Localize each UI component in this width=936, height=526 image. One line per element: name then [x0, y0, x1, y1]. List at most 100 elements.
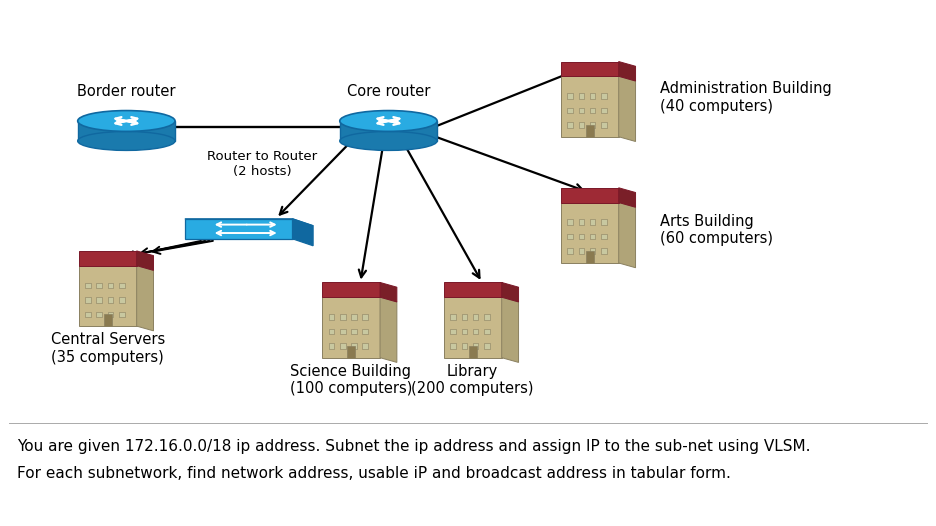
Polygon shape [104, 314, 111, 326]
Polygon shape [351, 329, 357, 334]
Polygon shape [561, 203, 619, 263]
Polygon shape [78, 121, 175, 141]
Polygon shape [340, 121, 437, 141]
Polygon shape [601, 248, 607, 254]
Polygon shape [185, 219, 293, 239]
Polygon shape [578, 234, 584, 239]
Polygon shape [329, 329, 334, 334]
Polygon shape [119, 297, 124, 302]
Polygon shape [85, 311, 91, 317]
Polygon shape [362, 329, 368, 334]
Polygon shape [461, 343, 467, 349]
Polygon shape [590, 93, 595, 99]
Polygon shape [586, 125, 593, 137]
Polygon shape [450, 343, 456, 349]
Polygon shape [619, 62, 636, 81]
Polygon shape [561, 188, 619, 203]
Ellipse shape [78, 132, 175, 150]
Polygon shape [444, 297, 502, 358]
Polygon shape [578, 248, 584, 254]
Polygon shape [461, 329, 467, 334]
Text: Science Building
(100 computers): Science Building (100 computers) [290, 364, 412, 397]
Polygon shape [590, 248, 595, 254]
Polygon shape [185, 219, 314, 226]
Text: Administration Building
(40 computers): Administration Building (40 computers) [660, 81, 831, 114]
Polygon shape [322, 282, 380, 297]
Polygon shape [450, 329, 456, 334]
Polygon shape [347, 346, 355, 358]
Text: Router to Router
(2 hosts): Router to Router (2 hosts) [207, 150, 317, 178]
Polygon shape [96, 311, 102, 317]
Polygon shape [502, 297, 519, 362]
Polygon shape [590, 234, 595, 239]
Polygon shape [119, 311, 124, 317]
Text: Core router: Core router [346, 84, 431, 99]
Polygon shape [601, 219, 607, 225]
Polygon shape [567, 248, 573, 254]
Polygon shape [469, 346, 476, 358]
Polygon shape [119, 282, 124, 288]
Polygon shape [351, 343, 357, 349]
Text: Library
(200 computers): Library (200 computers) [412, 364, 534, 397]
Polygon shape [329, 343, 334, 349]
Polygon shape [96, 282, 102, 288]
Polygon shape [578, 93, 584, 99]
Polygon shape [380, 282, 397, 302]
Polygon shape [96, 297, 102, 302]
Polygon shape [484, 329, 490, 334]
Polygon shape [473, 314, 478, 320]
Polygon shape [567, 234, 573, 239]
Text: Arts Building
(60 computers): Arts Building (60 computers) [660, 214, 773, 246]
Polygon shape [340, 329, 345, 334]
Polygon shape [473, 343, 478, 349]
Polygon shape [340, 343, 345, 349]
Polygon shape [601, 93, 607, 99]
Polygon shape [450, 314, 456, 320]
Polygon shape [137, 251, 154, 270]
Polygon shape [567, 219, 573, 225]
Polygon shape [567, 93, 573, 99]
Text: You are given 172.16.0.0/18 ip address. Subnet the ip address and assign IP to t: You are given 172.16.0.0/18 ip address. … [17, 439, 811, 454]
Ellipse shape [340, 110, 437, 132]
Polygon shape [461, 314, 467, 320]
Polygon shape [567, 122, 573, 128]
Polygon shape [578, 108, 584, 113]
Ellipse shape [78, 110, 175, 132]
Polygon shape [578, 122, 584, 128]
Polygon shape [601, 108, 607, 113]
Polygon shape [79, 266, 137, 326]
Polygon shape [351, 314, 357, 320]
Polygon shape [590, 108, 595, 113]
Polygon shape [567, 108, 573, 113]
Polygon shape [578, 219, 584, 225]
Polygon shape [590, 122, 595, 128]
Polygon shape [619, 76, 636, 141]
Polygon shape [85, 282, 91, 288]
Polygon shape [619, 188, 636, 207]
Polygon shape [362, 343, 368, 349]
Polygon shape [362, 314, 368, 320]
Polygon shape [601, 234, 607, 239]
Polygon shape [137, 266, 154, 331]
Polygon shape [108, 297, 113, 302]
Polygon shape [340, 314, 345, 320]
Polygon shape [473, 329, 478, 334]
Polygon shape [329, 314, 334, 320]
Polygon shape [79, 251, 137, 266]
Text: For each subnetwork, find network address, usable iP and broadcast address in ta: For each subnetwork, find network addres… [17, 466, 731, 481]
Polygon shape [108, 311, 113, 317]
Ellipse shape [340, 132, 437, 150]
Text: Border router: Border router [77, 84, 176, 99]
Polygon shape [561, 62, 619, 76]
Polygon shape [85, 297, 91, 302]
Polygon shape [619, 203, 636, 268]
Polygon shape [322, 297, 380, 358]
Polygon shape [502, 282, 519, 302]
Polygon shape [561, 76, 619, 137]
Polygon shape [484, 343, 490, 349]
Polygon shape [484, 314, 490, 320]
Polygon shape [293, 219, 314, 246]
Polygon shape [586, 251, 593, 263]
Polygon shape [590, 219, 595, 225]
Text: Central Servers
(35 computers): Central Servers (35 computers) [51, 332, 165, 365]
